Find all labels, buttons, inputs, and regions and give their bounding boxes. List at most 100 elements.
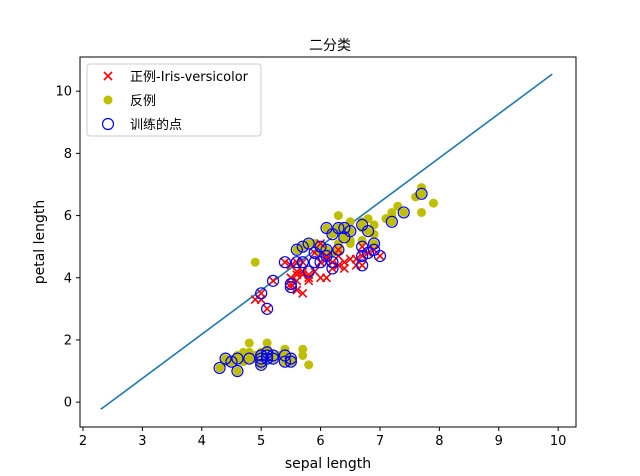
negative-point (387, 217, 397, 227)
legend-label-positive: 正例-Iris-versicolor (130, 70, 249, 85)
positive-point-stroke (268, 276, 278, 286)
negative-point (387, 211, 397, 221)
positive-point (316, 238, 326, 249)
negative-point (298, 344, 308, 354)
training-point (308, 256, 321, 269)
training-point (332, 243, 345, 256)
positive-point-stroke (262, 304, 272, 314)
training-point (261, 302, 274, 315)
positive-point (357, 251, 367, 261)
training-point (278, 355, 292, 368)
negative-point (357, 220, 367, 230)
positive-point-stroke (321, 254, 332, 264)
positive-point-stroke (375, 251, 385, 261)
positive-point-stroke (333, 245, 343, 255)
y-tick-label: 4 (64, 271, 72, 286)
positive-point (357, 242, 367, 252)
negative-point (369, 239, 379, 249)
training-point (361, 225, 375, 238)
positive-point (286, 282, 296, 292)
positive-point-stroke (298, 270, 308, 280)
training-point (356, 259, 369, 272)
training-point (219, 352, 232, 365)
negative-point (417, 207, 427, 217)
y-axis-label: petal length (32, 200, 48, 285)
negative-point (244, 354, 254, 364)
positive-point (298, 288, 308, 298)
positive-point-stroke (321, 273, 332, 283)
training-point (231, 352, 244, 365)
x-axis-label: sepal length (285, 456, 371, 472)
y-tick-label: 0 (64, 396, 72, 411)
training-point (284, 277, 297, 291)
positive-point (298, 270, 308, 280)
training-point (397, 206, 410, 219)
axis-ticks: 2 3 4 5 6 7 8 9 10 0 2 4 6 8 10 (55, 85, 566, 449)
x-tick-label: 7 (376, 434, 384, 449)
negative-point (399, 207, 409, 217)
training-point (415, 187, 428, 200)
positive-point-stroke (339, 263, 349, 273)
training-point (243, 352, 256, 365)
legend-marker-ring (101, 117, 115, 131)
training-point (302, 265, 315, 278)
positive-point-stroke (304, 273, 314, 283)
negative-point (244, 338, 254, 348)
legend-item-positive: 正例-Iris-versicolor (103, 70, 249, 85)
positive-point (369, 245, 379, 255)
y-tick-label: 2 (64, 333, 72, 348)
negative-point (369, 229, 379, 239)
negative-point (417, 183, 427, 193)
x-tick-label: 10 (550, 434, 567, 449)
training-point (296, 256, 309, 269)
decision-line (100, 73, 553, 410)
negative-point (333, 211, 343, 221)
x-tick-label: 8 (435, 434, 443, 449)
positive-point-stroke (369, 245, 379, 255)
positive-point (321, 254, 332, 264)
x-tick-label: 4 (198, 434, 206, 449)
training-point (338, 221, 351, 235)
training-point (255, 287, 268, 300)
positive-point-stroke (280, 257, 290, 267)
legend: 正例-Iris-versicolor 反例 训练的点 (86, 63, 262, 137)
legend-item-negative: 反例 (103, 94, 156, 109)
positive-point-stroke (363, 248, 373, 258)
y-tick-label: 8 (64, 147, 72, 162)
y-tick-label: 10 (55, 85, 72, 100)
training-point (290, 243, 303, 256)
positive-point-stroke (298, 288, 308, 298)
negative-point (304, 360, 314, 370)
training-point (367, 237, 381, 250)
training-point (356, 249, 369, 263)
training-point (332, 221, 345, 235)
positive-point-stroke (286, 260, 296, 270)
positive-point (333, 260, 343, 270)
x-tick-label: 9 (495, 434, 503, 449)
training-point (266, 352, 280, 365)
chart-title: 二分类 (309, 38, 351, 54)
y-tick-label: 6 (64, 209, 72, 224)
training-point (385, 215, 398, 228)
legend-marker-dot (103, 95, 113, 105)
negative-point (357, 235, 367, 245)
training-point (326, 262, 339, 275)
axes-frame (79, 56, 577, 428)
training-point (231, 364, 244, 378)
training-point (326, 256, 339, 269)
positive-point-stroke (333, 260, 343, 270)
positive-point (333, 245, 343, 255)
positive-point-stroke (357, 251, 367, 261)
training-point (296, 240, 309, 253)
training-point (361, 246, 375, 259)
x-tick-label: 2 (79, 434, 87, 449)
legend-label-negative: 反例 (130, 94, 156, 109)
negative-point (232, 366, 242, 376)
positive-point-stroke (310, 248, 320, 258)
negative-point (292, 245, 302, 255)
training-point (261, 352, 274, 365)
x-tick-label: 6 (316, 434, 324, 449)
training-point (284, 352, 297, 365)
negative-point (215, 363, 225, 373)
training-point (290, 256, 303, 269)
